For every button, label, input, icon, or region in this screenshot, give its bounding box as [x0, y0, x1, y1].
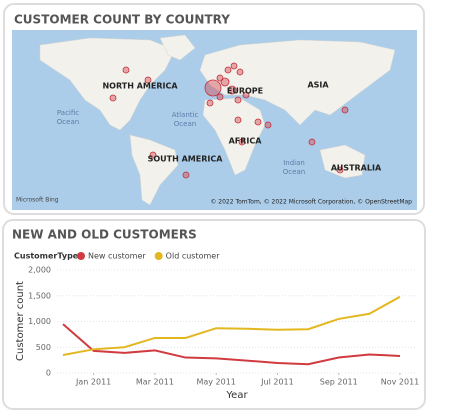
- continent-label: AUSTRALIA: [331, 164, 382, 173]
- x-tick-label: Jan 2011: [75, 378, 111, 387]
- continent-label: NORTH AMERICA: [102, 82, 178, 91]
- y-tick-label: 2,000: [28, 266, 51, 275]
- continent-label: SOUTH AMERICA: [148, 155, 224, 164]
- legend-title: CustomerType: [14, 252, 79, 261]
- map-attribution: © 2022 TomTom, © 2022 Microsoft Corporat…: [210, 199, 412, 206]
- x-tick-label: Mar 2011: [136, 378, 174, 387]
- x-axis-label: Year: [225, 390, 248, 401]
- legend-label: Old customer: [166, 252, 221, 261]
- x-tick-label: Nov 2011: [381, 378, 420, 387]
- map-provider: Microsoft Bing: [16, 197, 59, 204]
- x-tick-label: May 2011: [196, 378, 235, 387]
- x-tick-label: Jul 2011: [260, 378, 294, 387]
- y-tick-label: 1,500: [28, 291, 51, 300]
- legend-marker: [154, 252, 163, 260]
- ocean-label: Ocean: [57, 118, 79, 126]
- y-tick-label: 500: [36, 343, 51, 352]
- continent-label: AFRICA: [229, 137, 263, 146]
- bubbles: [109, 62, 349, 179]
- ocean-label: Atlantic: [172, 111, 199, 119]
- ocean-label: Indian: [283, 159, 305, 167]
- map-title: CUSTOMER COUNT BY COUNTRY: [14, 13, 230, 27]
- ocean-label: Ocean: [283, 168, 305, 176]
- y-tick-label: 1,000: [28, 317, 51, 326]
- continent-label: ASIA: [307, 81, 329, 90]
- chart-title: NEW AND OLD CUSTOMERS: [12, 228, 197, 242]
- line: [62, 323, 401, 366]
- legend-marker: [77, 252, 85, 260]
- continent-label: EUROPE: [227, 87, 263, 96]
- y-axis-label: Customer count: [15, 281, 26, 361]
- y-tick-label: 0: [46, 369, 51, 378]
- ocean-label: Pacific: [57, 109, 79, 117]
- legend-label: New customer: [88, 252, 146, 261]
- x-tick-label: Sep 2011: [320, 378, 358, 387]
- land: [39, 34, 396, 206]
- ocean-label: Ocean: [174, 120, 196, 128]
- line: [62, 295, 401, 356]
